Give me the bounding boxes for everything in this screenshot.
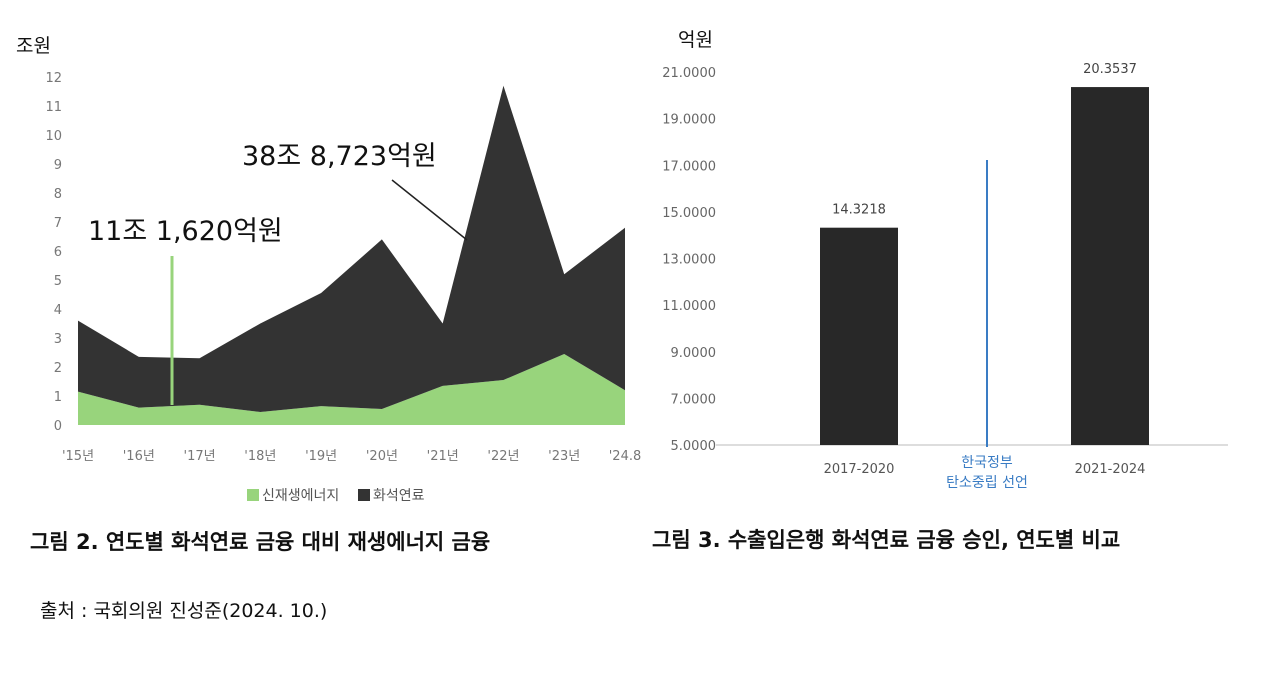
x-tick-label: '20년 (366, 449, 398, 464)
x-tick-label: '15년 (62, 449, 94, 464)
y-tick-label: 12 (45, 71, 62, 86)
y-tick-label: 10 (45, 129, 62, 144)
right-unit-label: 억원 (678, 29, 713, 51)
y-tick-label: 4 (54, 303, 62, 318)
fossil-annotation-line (391, 179, 468, 241)
bar-value-label: 20.3537 (1083, 62, 1137, 77)
y-tick-label: 15.0000 (662, 206, 716, 221)
y-tick-label: 9 (54, 158, 62, 173)
legend-label-renewable: 신재생에너지 (262, 488, 339, 504)
x-tick-label: '17년 (184, 449, 216, 464)
bar-chart: 억원 5.0000 7.0000 9.0000 11.0000 13.0000 15.00… (662, 29, 1228, 491)
y-tick-label: 13.0000 (662, 253, 716, 268)
x-tick-label: '24.8 (609, 449, 642, 464)
x-tick-label: '18년 (244, 449, 276, 464)
bar-2021-2024 (1071, 87, 1149, 446)
source-note: 출처 : 국회의원 진성준(2024. 10.) (40, 600, 328, 622)
legend-swatch-renewable (247, 489, 259, 501)
x-tick-label: '23년 (548, 449, 580, 464)
y-tick-label: 8 (54, 187, 62, 202)
y-tick-label: 0 (54, 419, 62, 434)
y-tick-label: 19.0000 (662, 113, 716, 128)
fossil-total-annotation: 38조 8,723억원 (242, 141, 437, 172)
left-unit-label: 조원 (16, 35, 51, 57)
x-tick-label: '22년 (487, 449, 519, 464)
area-series-fossil (78, 85, 625, 412)
area-series-renewable (78, 353, 625, 425)
legend-label-fossil: 화석연료 (373, 488, 425, 504)
y-tick-label: 9.0000 (671, 346, 717, 361)
figure-2-caption: 그림 2. 연도별 화석연료 금융 대비 재생에너지 금융 (30, 530, 491, 554)
y-tick-label: 3 (54, 332, 62, 347)
y-tick-label: 7 (54, 216, 62, 231)
x-tick-label: '19년 (305, 449, 337, 464)
legend: 신재생에너지 화석연료 (247, 488, 425, 504)
y-tick-label: 11.0000 (662, 299, 716, 314)
y-tick-label: 17.0000 (662, 159, 716, 174)
marker-label-line2: 탄소중립 선언 (946, 475, 1028, 491)
bar-value-label: 14.3218 (832, 203, 886, 218)
renewable-total-annotation: 11조 1,620억원 (88, 216, 283, 247)
y-tick-label: 5.0000 (671, 439, 717, 454)
x-tick-label: 2017-2020 (824, 462, 895, 477)
y-tick-label: 7.0000 (671, 392, 717, 407)
bar-2017-2020 (820, 227, 898, 445)
x-tick-label: '16년 (123, 449, 155, 464)
x-tick-label: 2021-2024 (1075, 462, 1146, 477)
y-tick-label: 5 (54, 274, 62, 289)
marker-label-line1: 한국정부 (961, 455, 1013, 471)
y-tick-label: 11 (45, 100, 62, 115)
y-tick-label: 2 (54, 361, 62, 376)
y-tick-label: 1 (54, 390, 62, 405)
y-tick-label: 21.0000 (662, 66, 716, 81)
y-tick-label: 6 (54, 245, 62, 260)
legend-swatch-fossil (358, 489, 370, 501)
figure-3-caption: 그림 3. 수출입은행 화석연료 금융 승인, 연도별 비교 (652, 528, 1121, 552)
x-tick-label: '21년 (427, 449, 459, 464)
